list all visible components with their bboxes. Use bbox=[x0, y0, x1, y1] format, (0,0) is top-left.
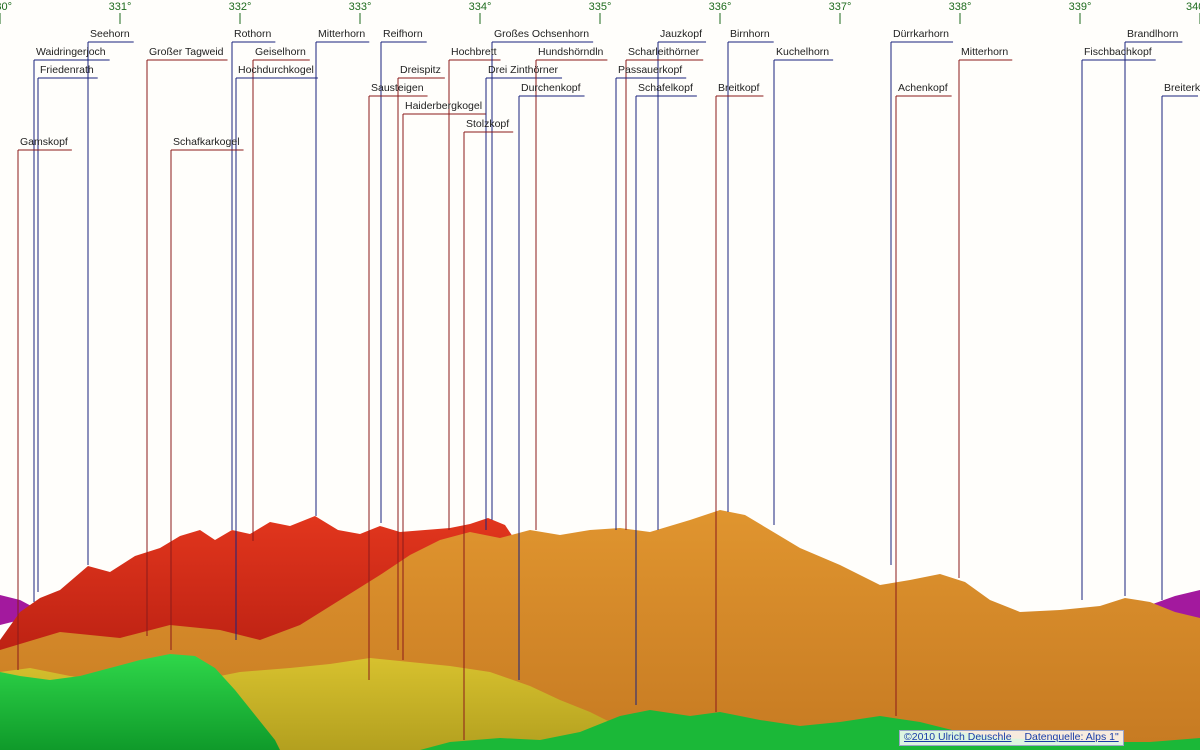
peak-label[interactable]: Mitterhorn bbox=[318, 28, 365, 40]
azimuth-tick-label: 333° bbox=[349, 1, 372, 13]
azimuth-tick-label: 336° bbox=[709, 1, 732, 13]
terrain-green-foreground bbox=[0, 654, 280, 750]
terrain-layers bbox=[0, 510, 1200, 750]
terrain-red-ridge bbox=[0, 516, 515, 670]
azimuth-scale: 330° 331° 332° 333° 334° 335° 336° 337° 338° 339°… bbox=[0, 1, 1200, 24]
copyright-link[interactable]: ©2010 Ulrich Deuschle bbox=[904, 731, 1012, 743]
peak-label[interactable]: Hochdurchkogel bbox=[238, 64, 314, 76]
peak-label[interactable]: Waidringerjoch bbox=[36, 46, 106, 58]
peak-label[interactable]: Sausteigen bbox=[371, 82, 424, 94]
peak-label[interactable]: Friedenrath bbox=[40, 64, 94, 76]
azimuth-tick-label: 339° bbox=[1069, 1, 1092, 13]
peak-label[interactable]: Hochbrett bbox=[451, 46, 497, 58]
peak-label[interactable]: Scharleithörner bbox=[628, 46, 700, 58]
peak-label[interactable]: Brandlhorn bbox=[1127, 28, 1179, 40]
peak-indicator-lines bbox=[17, 41, 1198, 740]
peak-label[interactable]: Breitkopf bbox=[718, 82, 760, 94]
data-source-link[interactable]: Datenquelle: Alps 1" bbox=[1024, 731, 1119, 743]
peak-label[interactable]: Großes Ochsenhorn bbox=[494, 28, 589, 40]
peak-label[interactable]: Gamskopf bbox=[20, 136, 68, 148]
peak-label[interactable]: Geiselhorn bbox=[255, 46, 306, 58]
peak-label[interactable]: Fischbachkopf bbox=[1084, 46, 1152, 58]
azimuth-tick-label: 335° bbox=[589, 1, 612, 13]
peak-label[interactable]: Kuchelhorn bbox=[776, 46, 829, 58]
peak-label[interactable]: Achenkopf bbox=[898, 82, 948, 94]
peak-label[interactable]: Schafelkopf bbox=[638, 82, 693, 94]
peak-label[interactable]: Seehorn bbox=[90, 28, 130, 40]
peak-label[interactable]: Hundshörndln bbox=[538, 46, 604, 58]
peak-label[interactable]: Reifhorn bbox=[383, 28, 423, 40]
peak-label[interactable]: Dreispitz bbox=[400, 64, 441, 76]
peak-label[interactable]: Drei Zinthörner bbox=[488, 64, 559, 76]
peak-label[interactable]: Jauzkopf bbox=[660, 28, 702, 40]
peak-label[interactable]: Durchenkopf bbox=[521, 82, 581, 94]
azimuth-tick-label: 334° bbox=[469, 1, 492, 13]
azimuth-tick-label: 337° bbox=[829, 1, 852, 13]
peak-labels: Seehorn Waidringerjoch Friedenrath Gamskopf… bbox=[20, 28, 1200, 148]
azimuth-tick-label: 332° bbox=[229, 1, 252, 13]
peak-label[interactable]: Birnhorn bbox=[730, 28, 770, 40]
azimuth-tick-label: 330° bbox=[0, 1, 12, 13]
peak-label[interactable]: Großer Tagweid bbox=[149, 46, 224, 58]
peak-label[interactable]: Rothorn bbox=[234, 28, 272, 40]
azimuth-tick-label: 331° bbox=[109, 1, 132, 13]
peak-label[interactable]: Passauerkopf bbox=[618, 64, 682, 76]
peak-label[interactable]: Haiderbergkogel bbox=[405, 100, 482, 112]
credits-bar: ©2010 Ulrich Deuschle Datenquelle: Alps … bbox=[899, 730, 1124, 746]
azimuth-tick-label: 340° bbox=[1186, 1, 1200, 13]
peak-label[interactable]: Dürrkarhorn bbox=[893, 28, 949, 40]
peak-label[interactable]: Stolzkopf bbox=[466, 118, 509, 130]
peak-label[interactable]: Schafkarkogel bbox=[173, 136, 240, 148]
peak-label[interactable]: Mitterhorn bbox=[961, 46, 1008, 58]
peak-label[interactable]: Breiterkopf bbox=[1164, 82, 1200, 94]
azimuth-tick-label: 338° bbox=[949, 1, 972, 13]
